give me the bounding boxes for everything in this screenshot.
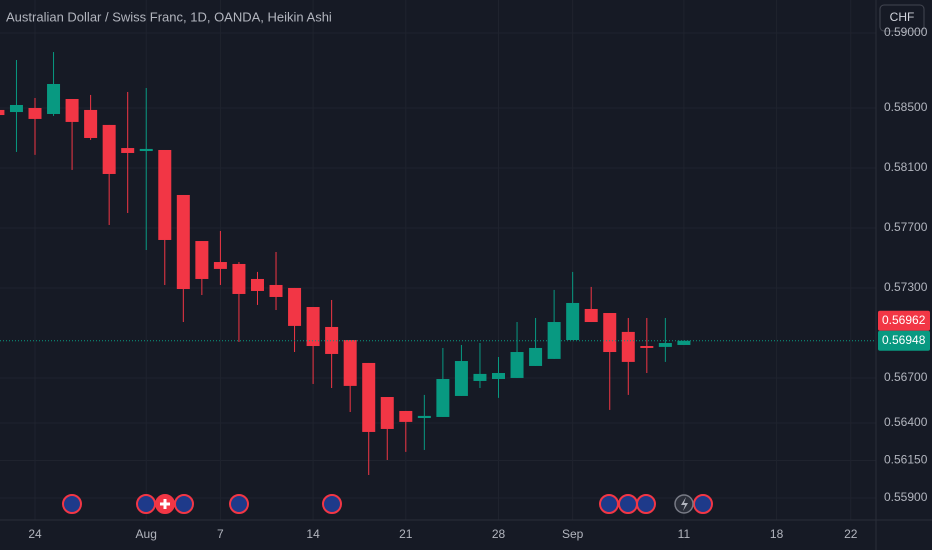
candle-body <box>584 308 598 323</box>
price-label: 0.56948 <box>882 333 926 347</box>
candle-body <box>102 124 116 174</box>
candle-body <box>658 343 672 347</box>
candle-body <box>121 148 135 153</box>
event-icon[interactable] <box>229 494 249 514</box>
candle-body <box>566 302 580 341</box>
candle-body <box>436 379 450 417</box>
currency-label: CHF <box>890 10 915 24</box>
candle-body <box>306 307 320 347</box>
candle-body <box>417 415 431 419</box>
candle-body <box>640 346 654 348</box>
candle-body <box>0 109 5 116</box>
y-tick-label: 0.56150 <box>884 453 928 467</box>
candle-body <box>158 149 172 240</box>
candle-body <box>325 326 339 354</box>
y-tick-label: 0.58500 <box>884 100 928 114</box>
swiss-cross <box>160 499 170 509</box>
y-tick-label: 0.59000 <box>884 25 928 39</box>
candle-body <box>473 373 487 381</box>
candle-body <box>529 347 543 366</box>
candle-body <box>288 287 302 326</box>
candle-body <box>195 241 209 279</box>
event-icon[interactable] <box>599 494 619 514</box>
event-icon[interactable] <box>62 494 82 514</box>
event-icon[interactable] <box>636 494 656 514</box>
candle-body <box>47 83 61 114</box>
candle-body <box>380 397 394 429</box>
candle-body <box>621 331 635 362</box>
x-tick-label: 7 <box>217 527 224 541</box>
candle-body <box>28 107 42 119</box>
event-icons <box>62 494 713 514</box>
x-tick-label: Aug <box>136 527 157 541</box>
y-tick-label: 0.57300 <box>884 280 928 294</box>
x-tick-label: 24 <box>28 527 42 541</box>
y-tick-label: 0.56700 <box>884 370 928 384</box>
x-tick-label: 18 <box>770 527 784 541</box>
candle-body <box>677 340 691 345</box>
price-label: 0.56962 <box>882 313 926 327</box>
candle-body <box>65 98 79 122</box>
candle-body <box>9 104 23 113</box>
candle-body <box>603 313 617 353</box>
y-tick-label: 0.58100 <box>884 160 928 174</box>
candles <box>0 52 691 476</box>
event-icon[interactable] <box>322 494 342 514</box>
candle-body <box>362 362 376 432</box>
x-tick-label: 22 <box>844 527 858 541</box>
currency-button[interactable] <box>879 4 925 32</box>
event-icon[interactable] <box>174 494 194 514</box>
candle-body <box>269 284 283 297</box>
candle-body <box>510 352 524 378</box>
event-icon[interactable] <box>136 494 156 514</box>
candle-body <box>547 322 561 359</box>
candle-body <box>343 340 357 386</box>
candle-body <box>250 278 264 291</box>
candle-body <box>454 361 468 396</box>
y-tick-label: 0.55900 <box>884 490 928 504</box>
y-tick-label: 0.57700 <box>884 220 928 234</box>
x-tick-label: 28 <box>492 527 506 541</box>
candle-body <box>232 263 246 294</box>
event-icon[interactable] <box>693 494 713 514</box>
lightning-icon <box>681 497 688 511</box>
chart-title: Australian Dollar / Swiss Franc, 1D, OAN… <box>6 9 332 24</box>
candle-body <box>139 148 153 152</box>
candle-body <box>492 373 505 380</box>
y-tick-label: 0.56400 <box>884 415 928 429</box>
price-label-box <box>878 310 930 331</box>
x-tick-label: Sep <box>562 527 584 541</box>
x-tick-label: 14 <box>306 527 320 541</box>
event-icon[interactable] <box>618 494 638 514</box>
price-label-box <box>878 330 930 351</box>
candle-body <box>84 109 98 138</box>
x-tick-label: 11 <box>678 527 691 541</box>
candle-body <box>399 410 413 422</box>
candle-body <box>213 262 227 269</box>
candle-body <box>176 194 190 290</box>
x-tick-label: 21 <box>399 527 413 541</box>
